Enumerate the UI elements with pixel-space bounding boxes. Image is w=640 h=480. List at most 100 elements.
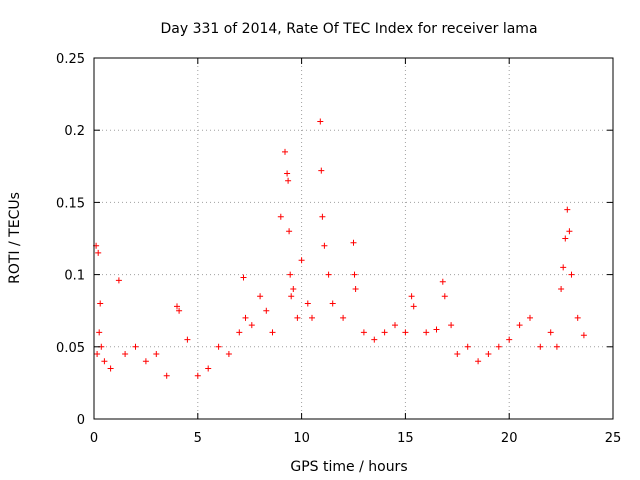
data-point — [174, 303, 180, 310]
data-point — [325, 271, 332, 278]
x-axis-label: GPS time / hours — [290, 459, 407, 475]
data-point — [410, 303, 417, 310]
data-point — [132, 343, 139, 350]
data-point — [568, 271, 575, 278]
data-point — [298, 257, 305, 264]
data-point — [560, 264, 567, 271]
data-point — [304, 300, 311, 307]
data-point — [242, 314, 249, 321]
data-point — [558, 286, 565, 292]
y-tick-label: 0.05 — [56, 341, 85, 356]
data-point — [290, 286, 297, 292]
data-point — [96, 329, 103, 336]
data-point — [248, 322, 255, 329]
data-point — [485, 351, 492, 357]
data-point — [475, 358, 482, 365]
data-point — [506, 336, 513, 343]
data-point — [537, 343, 544, 350]
data-point — [257, 293, 264, 300]
data-point — [392, 322, 398, 329]
data-point — [288, 293, 295, 300]
data-point — [317, 118, 324, 125]
data-point — [448, 322, 455, 329]
data-point — [285, 177, 292, 184]
data-point — [351, 271, 358, 278]
data-point — [439, 278, 446, 285]
data-point — [122, 351, 129, 357]
y-tick-label: 0.1 — [64, 269, 85, 284]
data-point — [352, 286, 359, 292]
data-point — [441, 293, 448, 300]
data-point — [101, 358, 108, 365]
data-point — [564, 206, 571, 213]
x-tick-label: 20 — [501, 431, 518, 446]
data-point — [454, 351, 461, 357]
data-point — [184, 336, 191, 343]
data-point — [516, 322, 523, 329]
data-point — [286, 228, 293, 235]
y-tick-label: 0.25 — [56, 52, 85, 67]
data-point — [566, 228, 573, 235]
data-point — [371, 336, 378, 343]
data-point — [225, 351, 232, 357]
y-tick-label: 0 — [77, 413, 85, 428]
data-point — [580, 332, 587, 339]
data-point — [94, 351, 101, 357]
y-tick-label: 0.2 — [64, 124, 85, 139]
data-point — [142, 358, 149, 365]
data-point — [350, 239, 357, 246]
data-point — [321, 242, 328, 249]
data-point — [294, 314, 301, 321]
data-point — [464, 343, 471, 350]
data-point — [97, 300, 104, 307]
x-tick-label: 10 — [293, 431, 310, 446]
data-point — [153, 351, 160, 357]
data-points-layer — [93, 118, 587, 379]
y-tick-label: 0.15 — [56, 196, 85, 211]
data-point — [163, 372, 170, 379]
chart-title: Day 331 of 2014, Rate Of TEC Index for r… — [160, 21, 537, 37]
data-point — [240, 274, 247, 281]
data-point — [319, 213, 326, 220]
data-point — [340, 314, 347, 321]
data-point — [553, 343, 560, 350]
x-tick-label: 15 — [397, 431, 414, 446]
data-point — [287, 271, 294, 278]
data-point — [318, 167, 325, 174]
data-point — [574, 314, 581, 321]
data-point — [495, 343, 502, 350]
data-point — [547, 329, 554, 336]
y-axis-label: ROTI / TECUs — [7, 192, 23, 284]
data-point — [107, 365, 114, 372]
data-point — [277, 213, 284, 220]
data-point — [194, 372, 201, 379]
data-point — [329, 300, 336, 307]
data-point — [215, 343, 222, 350]
data-point — [176, 307, 183, 314]
x-tick-label: 5 — [194, 431, 202, 446]
data-point — [433, 326, 440, 333]
data-point — [360, 329, 367, 336]
data-point — [309, 314, 315, 321]
data-point — [284, 170, 291, 177]
x-tick-label: 25 — [605, 431, 622, 446]
data-point — [562, 235, 569, 242]
x-tick-label: 0 — [90, 431, 98, 446]
data-point — [115, 277, 122, 284]
data-point — [402, 329, 409, 336]
plot-area-frame — [93, 57, 614, 420]
data-point — [95, 249, 102, 256]
data-point — [269, 329, 276, 336]
data-point — [408, 293, 415, 300]
data-point — [381, 329, 388, 336]
data-point — [236, 329, 243, 336]
data-point — [282, 148, 288, 155]
data-point — [423, 329, 430, 336]
grid-layer — [94, 58, 613, 419]
data-point — [263, 307, 270, 314]
data-point — [527, 314, 533, 321]
data-point — [205, 365, 212, 372]
axes-layer: 0 0.05 0.1 0.15 0.2 0.25 0 5 10 15 20 25 — [56, 52, 621, 446]
